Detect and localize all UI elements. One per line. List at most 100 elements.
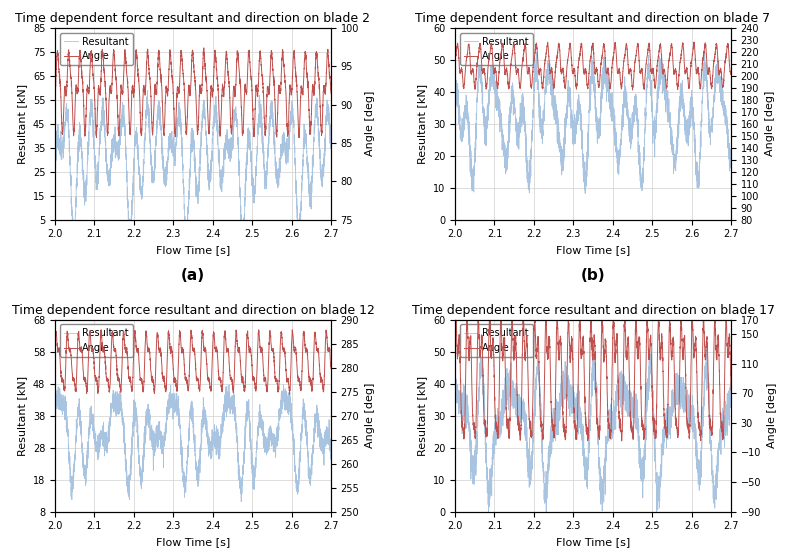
Resultant [726,163,736,170]
Resultant [168,142,178,148]
Resultant [726,395,736,402]
Angle [326,365,336,372]
Resultant [692,169,701,176]
Resultant [498,403,508,410]
Angle [321,81,330,88]
Angle [326,90,336,97]
Resultant [568,130,578,137]
X-axis label: Flow Time [s]: Flow Time [s] [156,245,230,255]
Resultant [450,396,460,403]
Y-axis label: Angle [deg]: Angle [deg] [767,383,777,448]
Angle [628,87,637,93]
Angle [450,57,460,63]
Legend: Resultant, Angle: Resultant, Angle [460,33,533,65]
Angle [721,319,730,326]
Angle [50,344,60,350]
Y-axis label: Angle [deg]: Angle [deg] [365,91,375,156]
Angle [726,386,736,393]
Resultant [50,155,60,162]
Resultant [721,420,730,426]
Angle [97,326,106,333]
Angle [689,39,699,46]
Text: (a): (a) [181,268,205,283]
Y-axis label: Resultant [kN]: Resultant [kN] [417,84,428,164]
Legend: Resultant, Angle: Resultant, Angle [460,325,533,357]
Angle [617,438,626,444]
Angle [556,341,566,348]
Angle [474,311,483,318]
Angle [295,134,304,141]
Angle [568,362,578,369]
Resultant [291,177,300,183]
Title: Time dependent force resultant and direction on blade 7: Time dependent force resultant and direc… [416,12,770,25]
Resultant [580,190,590,197]
Resultant [156,428,166,434]
Line: Resultant: Resultant [455,349,731,518]
Angle [168,359,178,366]
Y-axis label: Resultant [kN]: Resultant [kN] [17,84,28,164]
Y-axis label: Resultant [kN]: Resultant [kN] [17,375,28,455]
Resultant [143,87,152,94]
Angle [285,391,294,398]
Resultant [82,172,91,179]
Resultant [450,107,460,114]
Resultant [532,49,542,56]
Title: Time dependent force resultant and direction on blade 12: Time dependent force resultant and direc… [12,304,374,317]
Resultant [556,157,566,163]
Resultant [237,498,246,505]
Angle [721,55,730,62]
Angle [498,42,508,48]
Y-axis label: Angle [deg]: Angle [deg] [765,91,775,156]
Resultant [568,404,578,411]
Line: Resultant: Resultant [55,385,331,502]
Resultant [482,460,491,467]
Resultant [483,515,493,522]
Resultant [224,381,233,388]
Angle [568,71,578,77]
X-axis label: Flow Time [s]: Flow Time [s] [156,537,230,547]
Angle [482,85,491,91]
Line: Angle: Angle [55,48,331,137]
Resultant [168,396,178,403]
Resultant [292,473,301,480]
Line: Angle: Angle [55,330,331,395]
Legend: Resultant, Angle: Resultant, Angle [60,325,133,357]
Angle [82,386,91,393]
Angle [556,66,566,72]
Angle [726,70,736,76]
Resultant [701,346,711,353]
Resultant [326,143,336,150]
Title: Time dependent force resultant and direction on blade 17: Time dependent force resultant and direc… [412,304,774,317]
Angle [482,429,491,435]
Angle [168,78,178,85]
Resultant [482,117,491,123]
Legend: Resultant, Angle: Resultant, Angle [60,33,133,65]
Y-axis label: Angle [deg]: Angle [deg] [365,383,375,448]
Line: Resultant: Resultant [455,53,731,193]
Angle [450,336,460,343]
Resultant [156,122,166,128]
Angle [82,101,91,107]
X-axis label: Flow Time [s]: Flow Time [s] [556,537,630,547]
Angle [292,348,301,355]
Title: Time dependent force resultant and direction on blade 2: Time dependent force resultant and direc… [16,12,370,25]
Line: Angle: Angle [455,42,731,90]
Angle [156,349,166,356]
Line: Angle: Angle [455,315,731,441]
X-axis label: Flow Time [s]: Flow Time [s] [556,245,630,255]
Angle [199,44,208,51]
Resultant [50,410,60,417]
Resultant [326,441,336,448]
Angle [156,75,166,82]
Y-axis label: Resultant [kN]: Resultant [kN] [417,375,428,455]
Angle [692,339,701,346]
Resultant [295,238,304,245]
Angle [50,90,60,96]
Resultant [691,434,700,441]
Angle [98,347,108,354]
Resultant [321,428,330,434]
Resultant [98,434,108,441]
Angle [98,49,108,56]
Angle [498,352,508,359]
Text: (b): (b) [581,268,605,283]
